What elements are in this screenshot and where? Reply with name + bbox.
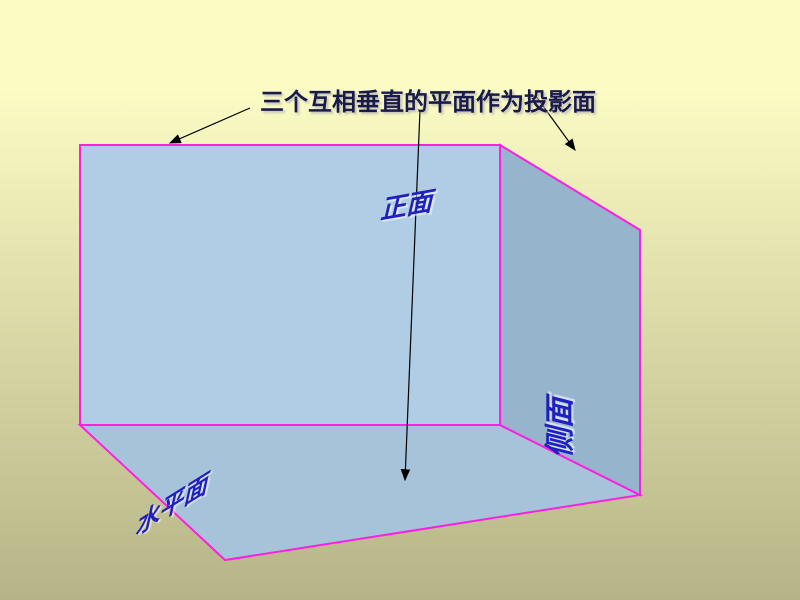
side-face-label: 侧面 <box>535 398 579 458</box>
pointer-arrow-0 <box>170 108 250 143</box>
front-face <box>80 145 500 425</box>
diagram-title: 三个互相垂直的平面作为投影面 <box>260 82 596 117</box>
